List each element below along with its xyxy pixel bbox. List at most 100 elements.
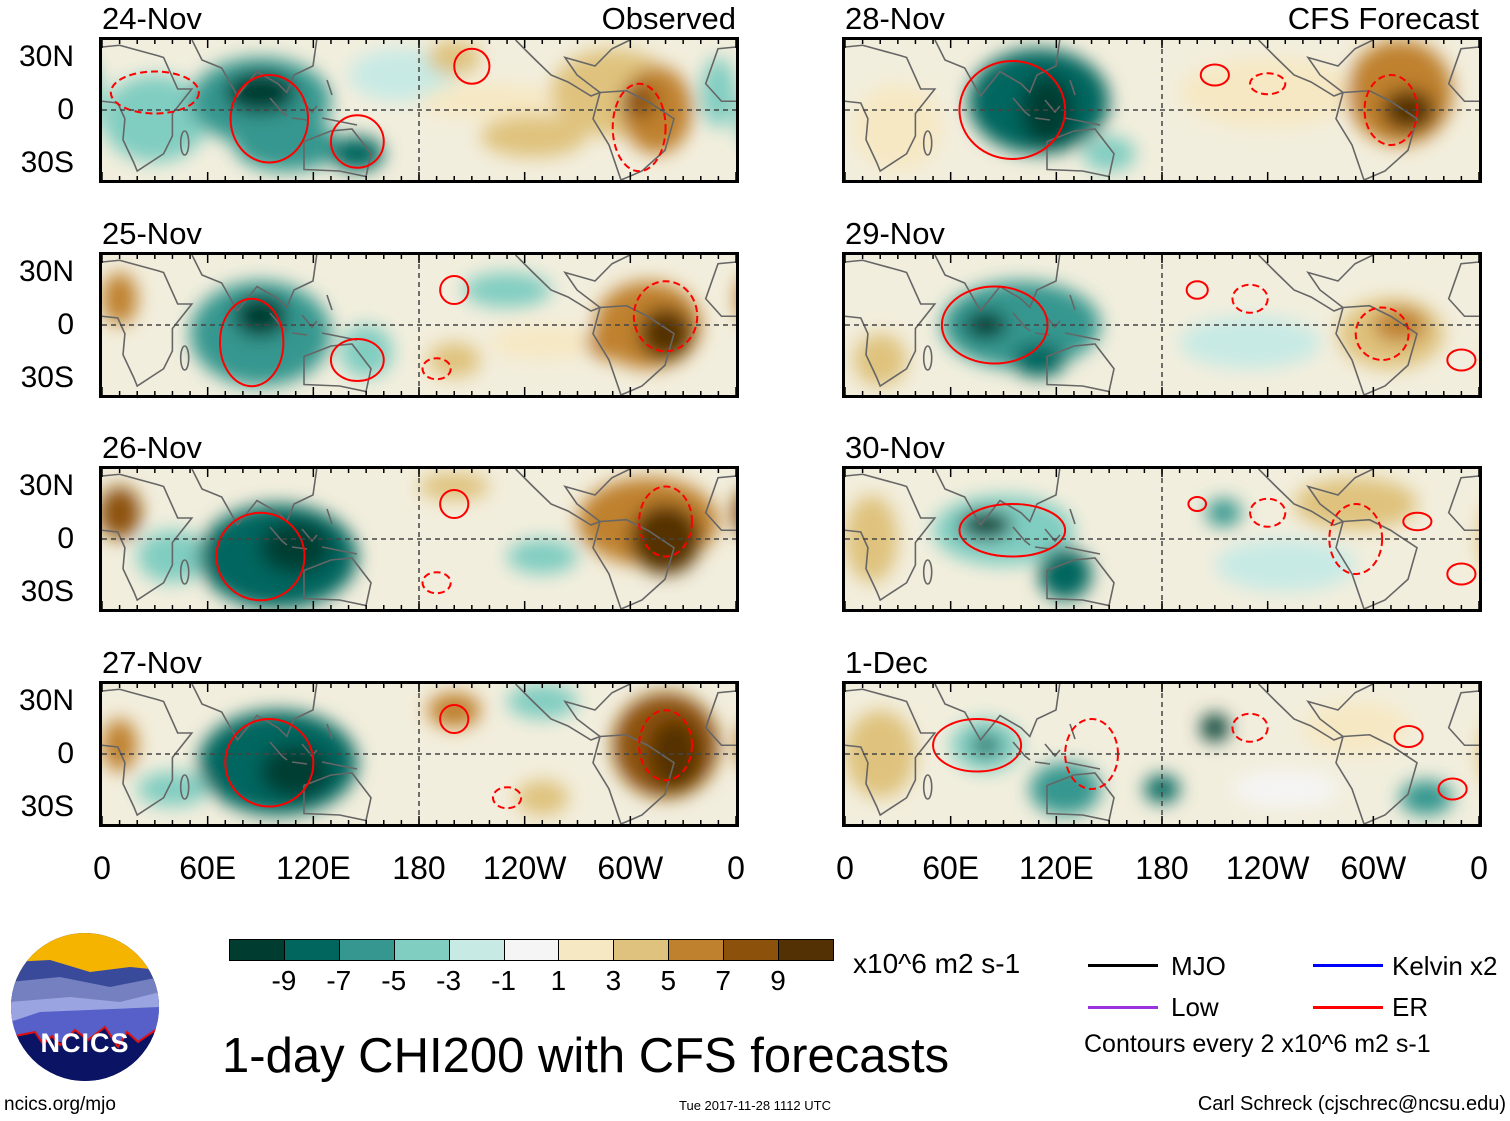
coastline: [191, 469, 318, 527]
coastline: [592, 733, 675, 824]
coastline: [922, 774, 933, 800]
author-credit: Carl Schreck (cjschrec@ncsu.edu): [1197, 1093, 1506, 1115]
lat-tick-label: 30S: [20, 146, 74, 179]
lat-tick-label: 30S: [20, 790, 74, 823]
anomaly-region: [102, 75, 208, 163]
anomaly-region: [489, 325, 596, 360]
anomaly-region: [845, 710, 916, 798]
coastline: [1046, 772, 1115, 822]
coastline: [191, 684, 318, 742]
er-contour: [439, 489, 470, 519]
anomaly-region: [419, 472, 490, 501]
map-panel-30-nov: [842, 466, 1482, 612]
coastline: [592, 304, 675, 395]
panel-date: 29-Nov: [845, 216, 945, 251]
coastline: [1046, 128, 1115, 178]
colorbar-swatch: [229, 939, 285, 961]
lat-tick-label: 0: [57, 737, 74, 770]
anomaly-region: [515, 780, 569, 816]
er-contour: [632, 280, 699, 353]
legend-low: Low: [1171, 992, 1219, 1022]
ncics-logo: NCICS: [10, 932, 160, 1082]
lon-tick-label: 60E: [179, 850, 237, 886]
lat-tick-label: 0: [57, 522, 74, 555]
coastline: [1012, 79, 1101, 126]
colorbar-swatch: [338, 939, 395, 961]
lon-tick-label: 60E: [922, 850, 980, 886]
legend-kelvin: Kelvin x2: [1392, 951, 1498, 981]
colorbar-swatch: [723, 939, 780, 961]
coastline: [934, 255, 1061, 313]
colorbar-units: x10^6 m2 s-1: [853, 948, 1021, 979]
coastline: [179, 774, 190, 800]
coastline: [845, 688, 937, 817]
logo-text: NCICS: [40, 1028, 130, 1058]
anomaly-region: [1373, 307, 1427, 343]
er-contour: [421, 357, 452, 381]
er-contour: [1231, 712, 1269, 743]
colorbar-swatch: [558, 939, 615, 961]
legend-line-low: [1088, 1006, 1158, 1009]
anomaly-region: [1082, 136, 1136, 172]
coastline: [1335, 733, 1418, 824]
colorbar-label: -5: [381, 965, 407, 996]
coastline: [704, 690, 736, 747]
anomaly-region: [941, 281, 1101, 369]
anomaly-region: [586, 325, 640, 360]
anomaly-region: [1200, 713, 1229, 742]
coastline: [191, 255, 318, 313]
lat-tick-label: 30N: [18, 255, 74, 288]
chart-title: 1-day CHI200 with CFS forecasts: [222, 1029, 950, 1083]
coastline: [1335, 304, 1418, 395]
coastline: [515, 684, 631, 741]
coastline: [704, 475, 736, 532]
er-contour: [229, 74, 310, 164]
colorbar-label: -1: [491, 965, 516, 996]
lon-tick-label: 60W: [597, 850, 664, 886]
coastline: [102, 688, 194, 817]
anomaly-region: [964, 311, 1008, 339]
coastline: [1335, 89, 1418, 180]
panel-date: 27-Nov: [102, 645, 202, 680]
panel-date: 25-Nov: [102, 216, 202, 251]
anomaly-region: [1144, 775, 1180, 803]
anomaly-region: [507, 539, 578, 574]
er-contour: [611, 82, 667, 173]
map-panel-25-nov: [99, 252, 739, 398]
anomaly-region: [137, 771, 208, 807]
coastline: [1258, 40, 1374, 97]
colorbar-swatch: [448, 939, 505, 961]
anomaly-region: [1382, 89, 1435, 131]
map-panel-28-nov: [842, 37, 1482, 183]
er-contour: [1363, 74, 1419, 146]
colorbar-swatch: [778, 939, 834, 961]
lat-tick-label: 0: [57, 93, 74, 126]
coastline: [303, 772, 372, 822]
anomaly-region: [480, 115, 587, 158]
colorbar-label: 9: [770, 965, 786, 996]
anomaly-region: [339, 325, 393, 378]
anomaly-region: [639, 307, 692, 360]
anomaly-region: [225, 71, 296, 114]
coastline: [515, 255, 631, 312]
lat-tick-label: 30N: [18, 684, 74, 717]
anomaly-region: [463, 272, 552, 308]
anomaly-region: [1232, 771, 1339, 807]
er-contour: [1446, 562, 1477, 586]
coastline: [1258, 684, 1374, 741]
coastline: [934, 40, 1061, 98]
lon-tick-label: 120W: [1225, 850, 1310, 886]
site-link[interactable]: ncics.org/mjo: [4, 1094, 116, 1115]
coastline: [1012, 294, 1101, 341]
lon-tick-label: 0: [836, 850, 854, 886]
lat-tick-label: 30N: [18, 469, 74, 502]
lon-tick-label: 180: [1135, 850, 1189, 886]
map-panel-24-nov: [99, 37, 739, 183]
lon-tick-label: 180: [392, 850, 446, 886]
er-contour: [1231, 283, 1269, 314]
colorbar-swatch: [668, 939, 725, 961]
legend-line-er: [1313, 1006, 1383, 1009]
coastline: [934, 469, 1061, 527]
coastline: [1447, 475, 1479, 532]
anomaly-region: [1012, 342, 1066, 378]
